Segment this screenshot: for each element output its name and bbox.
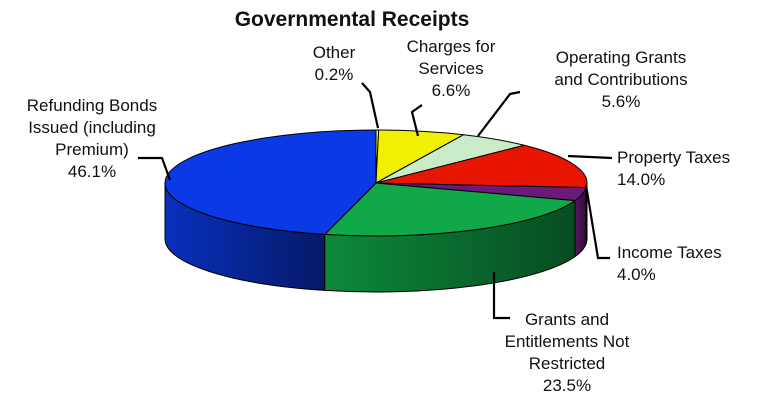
chart-title: Governmental Receipts (235, 8, 470, 31)
leader-line-grants (492, 272, 510, 320)
pie-slice-refunding (164, 129, 377, 235)
slice-label-line-grants: Grants and (525, 310, 609, 329)
slice-value-refunding: 46.1% (68, 162, 116, 181)
slice-label-income: Income Taxes 4.0% (617, 243, 722, 284)
slice-value-income: 4.0% (617, 265, 656, 284)
slice-label-line-grants: Entitlements Not (505, 332, 630, 351)
slice-label-other: Other 0.2% (313, 43, 356, 84)
slice-label-line-operating: Operating Grants (556, 48, 686, 67)
slice-value-other: 0.2% (315, 65, 354, 84)
pie-leader-lines (138, 82, 613, 320)
leader-line-other (361, 82, 380, 129)
pie-slice-grants (323, 182, 577, 237)
leader-line-income (584, 184, 610, 260)
slice-label-property: Property Taxes 14.0% (617, 148, 730, 189)
slice-value-charges: 6.6% (432, 81, 471, 100)
slice-label-line-charges: Services (418, 59, 483, 78)
slice-label-line-property: Property Taxes (617, 148, 730, 167)
pie-tops (164, 129, 588, 237)
leader-line-refunding (138, 156, 172, 181)
slice-label-line-grants: Restricted (529, 354, 606, 373)
slice-label-grants: Grants and Entitlements Not Restricted 23.5… (505, 310, 630, 395)
leader-line-property (567, 154, 613, 160)
slice-label-line-refunding: Issued (including (28, 118, 156, 137)
slice-label-charges: Charges for Services 6.6% (407, 37, 496, 100)
pie-labels: Other 0.2% Charges for Services 6.6% Operatin… (27, 37, 730, 395)
slice-label-operating: Operating Grants and Contributions 5.6% (554, 48, 687, 111)
slice-label-line-income: Income Taxes (617, 243, 722, 262)
slice-value-property: 14.0% (617, 170, 665, 189)
slice-label-line-operating: and Contributions (554, 70, 687, 89)
pie-slice-property (375, 144, 588, 189)
slice-value-operating: 5.6% (602, 92, 641, 111)
slice-label-line-charges: Charges for (407, 37, 496, 56)
slice-label-line-refunding: Premium) (55, 140, 129, 159)
leader-line-charges (410, 104, 423, 137)
slice-label-refunding: Refunding Bonds Issued (including Premium)… (27, 96, 157, 181)
slice-label-line-refunding: Refunding Bonds (27, 96, 157, 115)
leader-line-operating (477, 90, 521, 137)
slice-value-grants: 23.5% (543, 376, 591, 395)
slice-label-line-other: Other (313, 43, 356, 62)
